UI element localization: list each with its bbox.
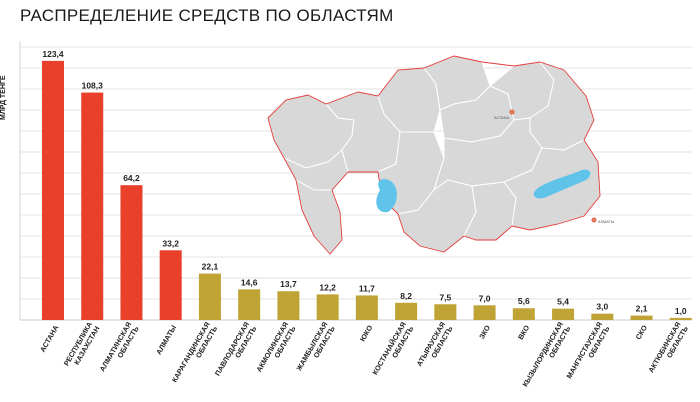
bar <box>473 305 496 320</box>
map-country-border <box>267 55 601 255</box>
bar-value-label: 1,0 <box>675 306 687 316</box>
category-label-line: СКО <box>634 323 650 341</box>
bar <box>395 302 418 320</box>
bar-value-label: 22,1 <box>202 262 219 272</box>
category-label-line: ЗКО <box>477 323 492 340</box>
bar <box>277 291 300 320</box>
bar <box>120 185 143 320</box>
value-labels: 123,4 108,3 64,2 33,2 22,1 14,6 13,7 12,2 11,7 8,… <box>42 49 687 316</box>
category-label: АЛМАТЫ <box>154 324 178 357</box>
bar-value-label: 2,1 <box>636 304 648 314</box>
city-label-astana: АСТАНА <box>494 116 510 120</box>
bar <box>159 250 182 320</box>
category-label-line: ВКО <box>516 323 532 341</box>
bar-value-label: 13,7 <box>280 279 297 289</box>
bar-value-label: 5,6 <box>518 296 530 306</box>
bar-value-label: 7,0 <box>479 293 491 303</box>
category-labels: АСТАНА РЕСПУБЛИКАКАЗАХСТАНАЛМАТИНСКАЯОБЛА… <box>38 320 690 388</box>
category-label-line: АЛМАТЫ <box>154 324 178 357</box>
bar <box>198 273 221 320</box>
category-label-line: АСТАНА <box>38 324 61 354</box>
city-label-almaty: АЛМАТЫ <box>598 220 615 224</box>
category-label: ЗКО <box>477 323 492 340</box>
bar-value-label: 5,4 <box>557 297 569 307</box>
map-lake-balkhash <box>533 169 591 199</box>
bar <box>552 308 575 320</box>
bar-value-label: 14,6 <box>241 277 258 287</box>
bar-value-label: 12,2 <box>319 282 336 292</box>
category-label: АСТАНА <box>38 324 61 354</box>
bar-value-label: 64,2 <box>123 173 140 183</box>
bar-value-label: 33,2 <box>162 238 179 248</box>
bar <box>81 92 104 320</box>
bar-value-label: 3,0 <box>596 302 608 312</box>
bar <box>512 308 535 320</box>
kazakhstan-map: АСТАНА АЛМАТЫ <box>267 55 615 255</box>
bar <box>669 317 692 320</box>
bar <box>591 313 614 320</box>
bar-value-label: 108,3 <box>82 81 104 91</box>
bar <box>434 304 457 320</box>
map-lake-aral <box>376 179 397 213</box>
bar <box>630 315 653 320</box>
category-label: ЮКО <box>358 323 375 343</box>
chart-title: РАСПРЕДЕЛЕНИЕ СРЕДСТВ ПО ОБЛАСТЯМ <box>20 6 394 25</box>
map-region-mangistau <box>295 179 343 255</box>
bar <box>355 295 378 320</box>
city-marker-almaty <box>591 217 597 223</box>
category-label: СКО <box>634 323 650 341</box>
category-label-line: ЮКО <box>358 323 375 343</box>
bar-value-label: 7,5 <box>439 292 451 302</box>
bar <box>238 289 261 320</box>
bar-value-label: 11,7 <box>359 283 375 293</box>
category-label: ВКО <box>516 323 532 341</box>
bar <box>42 60 64 321</box>
bar-value-label: 8,2 <box>400 291 412 301</box>
bars <box>42 60 692 321</box>
city-marker-astana <box>509 109 515 115</box>
bar-value-label: 123,4 <box>42 49 64 59</box>
bar <box>316 294 339 320</box>
